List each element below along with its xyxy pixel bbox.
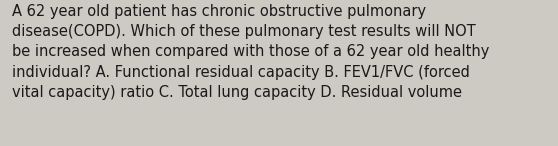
Text: A 62 year old patient has chronic obstructive pulmonary
disease(COPD). Which of : A 62 year old patient has chronic obstru… xyxy=(12,4,490,100)
